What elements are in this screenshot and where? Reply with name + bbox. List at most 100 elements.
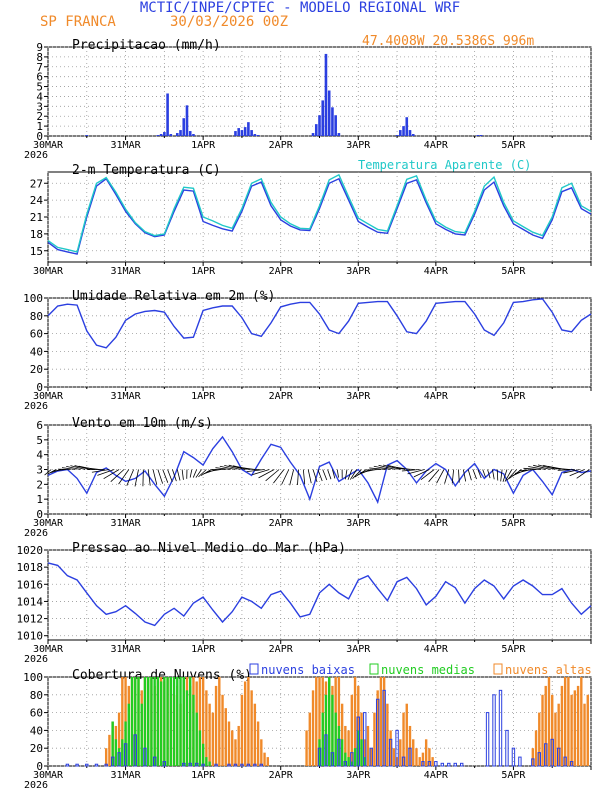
- precip-bar: [399, 130, 402, 136]
- precip-bar: [243, 127, 247, 136]
- legend-swatch: [369, 663, 379, 675]
- x-tick-label: 31MAR: [111, 391, 142, 402]
- cloud-bar-nuvens-medias: [324, 694, 328, 766]
- y-tick-label: 6: [36, 419, 43, 432]
- x-tick-label: 2APR: [269, 391, 294, 402]
- wind-arrow: [307, 469, 312, 484]
- wind-arrow: [492, 469, 495, 480]
- precip-bar: [476, 135, 480, 136]
- cloud-bar-nuvens-baixas: [162, 761, 167, 767]
- cloud-bar-nuvens-medias: [360, 739, 363, 766]
- wind-arrow: [401, 469, 420, 472]
- cloud-bar-nuvens-baixas: [563, 756, 567, 767]
- cloud-bar-nuvens-medias: [176, 677, 179, 766]
- wind-arrow: [134, 469, 139, 487]
- cloud-bar-nuvens-medias: [363, 757, 366, 766]
- wind-arrow: [200, 469, 212, 476]
- cloud-bar-nuvens-baixas: [453, 762, 457, 767]
- cloud-bar-nuvens-baixas: [324, 734, 328, 767]
- x-tick-label: 4APR: [424, 140, 449, 151]
- precip-bar: [192, 134, 195, 136]
- wind-arrow: [281, 469, 290, 485]
- x-tick-label: 1APR: [191, 518, 216, 529]
- panel-title: Umidade Relativa em 2m (%): [72, 289, 276, 304]
- cloud-bar-nuvens-altas: [586, 694, 589, 766]
- x-tick-label: 1APR: [191, 770, 216, 781]
- cloud-bar-nuvens-medias: [347, 757, 350, 766]
- cloud-bar-nuvens-baixas: [85, 763, 89, 767]
- x-tick-label: 5APR: [501, 518, 526, 529]
- cloud-bar-nuvens-baixas: [401, 756, 406, 767]
- x-tick-label: 4APR: [424, 518, 449, 529]
- cloud-bar-nuvens-altas: [221, 694, 224, 766]
- wind-arrow: [552, 467, 571, 470]
- cloud-bar-nuvens-altas: [315, 677, 318, 766]
- wind-arrow: [126, 469, 135, 486]
- y-tick-label: 0: [36, 760, 43, 773]
- x-tick-label: 30MAR: [33, 140, 64, 151]
- cloud-bar-nuvens-altas: [237, 725, 240, 766]
- x-tick-label: 5APR: [501, 140, 526, 151]
- precip-bar: [234, 131, 237, 136]
- x-tick-label: 31MAR: [111, 266, 142, 277]
- cloud-bar-nuvens-baixas: [434, 761, 438, 767]
- x-tick-label: 3APR: [346, 140, 371, 151]
- cloud-bar-nuvens-baixas: [460, 762, 464, 767]
- run-label: 30/03/2026 00Z: [170, 14, 288, 30]
- wind-arrow: [467, 469, 472, 481]
- legend-swatch: [493, 663, 503, 675]
- x-tick-label: 30MAR: [33, 391, 64, 402]
- wind-arrow: [472, 469, 477, 480]
- y-tick-label: 18: [30, 228, 43, 241]
- series-line-wind-0: [47, 435, 592, 505]
- precip-bar: [159, 134, 163, 136]
- cloud-bar-nuvens-altas: [347, 730, 350, 766]
- cloud-bar-nuvens-altas: [373, 712, 376, 766]
- x-tick-label: 31MAR: [111, 140, 142, 151]
- legend-swatch: [249, 663, 259, 675]
- precip-bar: [311, 133, 315, 136]
- wind-arrow: [500, 469, 503, 482]
- x-tick-label: 5APR: [501, 644, 526, 655]
- panel-title: Vento em 10m (m/s): [72, 416, 213, 431]
- cloud-bar-nuvens-altas: [340, 703, 344, 766]
- y-tick-label: 7: [36, 61, 43, 74]
- x-tick-label: 3APR: [346, 391, 371, 402]
- y-tick-label: 2: [36, 478, 43, 491]
- x-tick-label: 30MAR: [33, 518, 64, 529]
- wind-arrow: [189, 469, 193, 478]
- panel-title: 2-m Temperatura (C): [72, 163, 221, 178]
- precip-bar: [408, 130, 412, 136]
- wind-arrow: [506, 469, 517, 481]
- series-line-humidity-0: [47, 298, 592, 349]
- cloud-bar-nuvens-medias: [150, 677, 153, 766]
- wind-arrow: [347, 469, 353, 480]
- y-tick-label: 100: [23, 671, 43, 684]
- y-tick-label: 5: [36, 434, 43, 447]
- cloud-bar-nuvens-baixas: [356, 716, 360, 767]
- cloud-bar-nuvens-baixas: [427, 761, 432, 767]
- series-line-pressure-0: [47, 562, 592, 627]
- cloud-bar-nuvens-baixas: [485, 712, 490, 767]
- cloud-bar-nuvens-altas: [547, 677, 551, 766]
- precip-bar: [395, 135, 399, 136]
- y-tick-label: 1020: [17, 544, 44, 557]
- cloud-bar-nuvens-altas: [583, 703, 586, 766]
- cloud-bar-nuvens-altas: [198, 677, 202, 766]
- cloud-bar-nuvens-baixas: [317, 747, 322, 767]
- wind-arrow: [396, 468, 415, 470]
- y-tick-label: 21: [30, 211, 43, 224]
- precip-bar: [169, 134, 173, 136]
- cloud-bar-nuvens-baixas: [343, 761, 348, 767]
- y-tick-label: 80: [30, 689, 43, 702]
- cloud-bar-nuvens-medias: [146, 677, 150, 766]
- cloud-bar-nuvens-altas: [395, 757, 399, 766]
- precip-bar: [324, 53, 328, 136]
- cloud-bar-nuvens-altas: [247, 677, 250, 766]
- wind-arrow: [252, 469, 270, 476]
- x-tick-label: 3APR: [346, 518, 371, 529]
- wind-arrow: [61, 467, 76, 470]
- legend-label: nuvens altas: [505, 663, 592, 677]
- y-tick-label: 4: [36, 449, 43, 462]
- wind-arrow: [70, 465, 86, 470]
